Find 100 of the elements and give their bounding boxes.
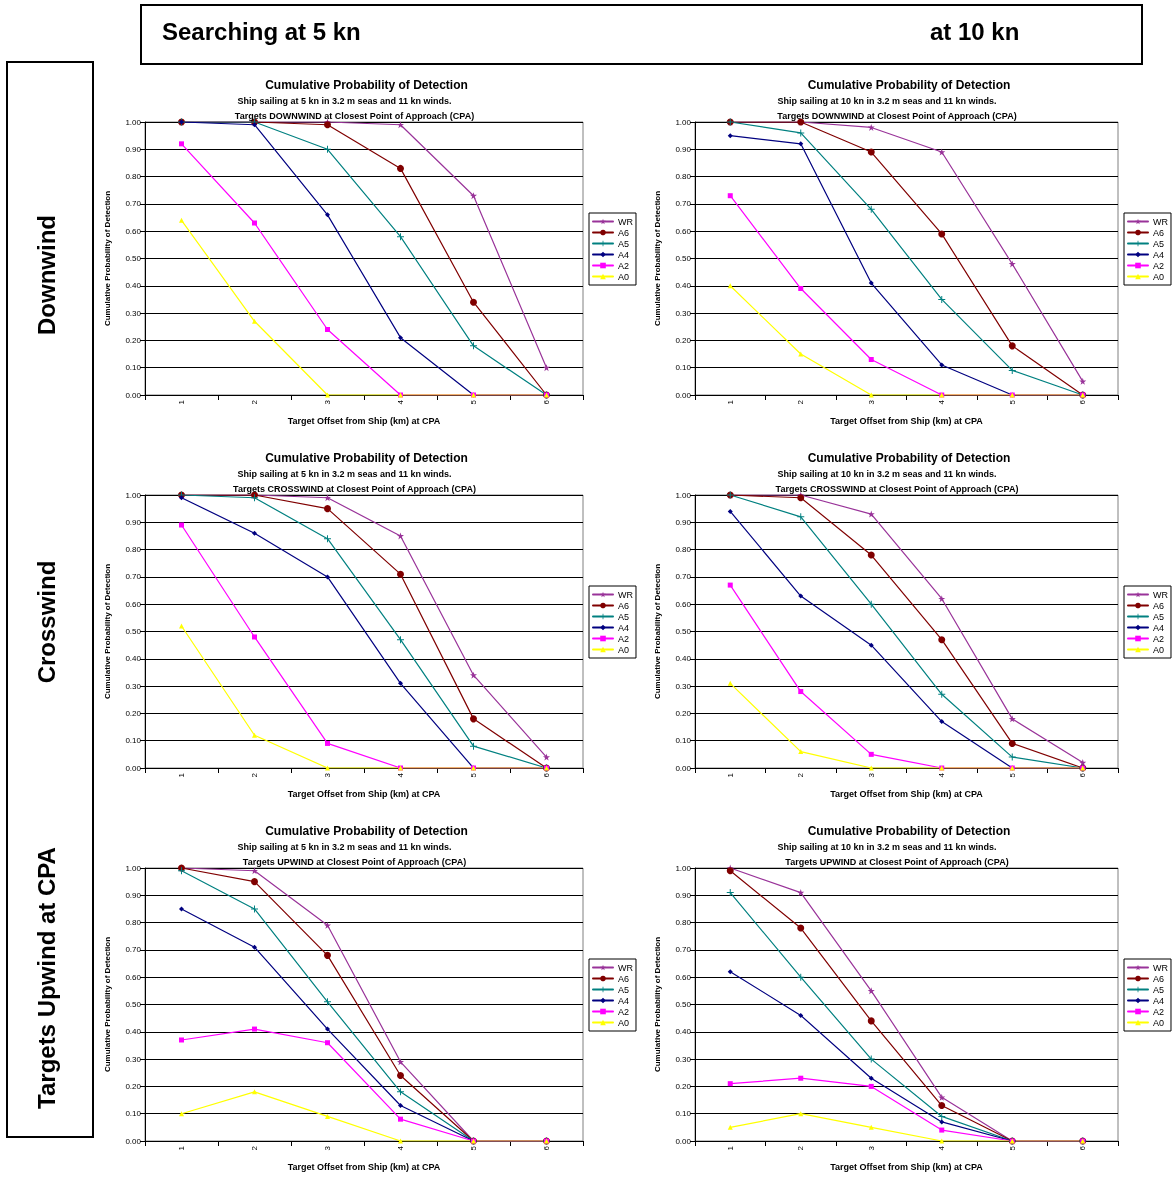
- y-axis-title: Cumulative Probability of Detection: [102, 936, 112, 1073]
- x-axis-title: Target Offset from Ship (km) at CPA: [830, 415, 984, 426]
- y-tick-label: 0.30: [675, 308, 692, 318]
- chart-subtitle: Ship sailing at 5 kn in 3.2 m seas and 11 kn winds.: [237, 95, 452, 106]
- legend-label: A4: [618, 249, 630, 260]
- x-tick-label: 1: [177, 1145, 186, 1151]
- y-axis-title: Cumulative Probability of Detection: [102, 190, 112, 327]
- legend-label: WR: [1153, 962, 1169, 973]
- chart-title: Cumulative Probability of Detection: [265, 451, 468, 465]
- y-axis-title: Cumulative Probability of Detection: [652, 936, 662, 1073]
- y-tick-label: 0.70: [125, 199, 142, 209]
- chart-subtitle: Ship sailing at 10 kn in 3.2 m seas and 11 kn winds.: [777, 841, 997, 852]
- x-tick-label: 3: [866, 1145, 876, 1151]
- legend-label: A6: [618, 600, 630, 611]
- y-tick-label: 0.30: [125, 1054, 142, 1064]
- y-tick-label: 0.80: [675, 545, 692, 555]
- x-tick-label: 4: [937, 1145, 947, 1151]
- legend-label: A6: [1153, 973, 1165, 984]
- chart-title: Cumulative Probability of Detection: [807, 78, 1011, 92]
- x-axis-title: Target Offset from Ship (km) at CPA: [287, 415, 441, 426]
- legend-label: A4: [618, 995, 630, 1006]
- y-tick-label: 0.60: [125, 972, 142, 982]
- legend-label: A6: [618, 973, 630, 984]
- y-tick-label: 0.10: [125, 1109, 142, 1119]
- y-tick-label: 0.80: [675, 172, 692, 182]
- x-tick-label: 3: [866, 399, 876, 405]
- text: Targets CROSSWIND at Closest Point of Approach (CPA): [775, 483, 1019, 494]
- y-tick-label: 0.00: [675, 1136, 692, 1146]
- legend-label: WR: [618, 589, 634, 600]
- y-tick-label: 0.60: [675, 599, 692, 609]
- legend-label: A0: [618, 644, 630, 655]
- text: Targets Upwind at CPA: [33, 847, 61, 1109]
- chart-subtitle: Ship sailing at 10 kn in 3.2 m seas and 11 kn winds.: [777, 468, 997, 479]
- x-tick-label: 1: [725, 772, 735, 778]
- text: Downwind: [33, 215, 61, 335]
- x-tick-label: 1: [725, 1145, 735, 1151]
- x-tick-label: 6: [542, 399, 551, 405]
- x-tick-label: 4: [396, 772, 405, 778]
- legend-label: A5: [618, 238, 630, 249]
- y-tick-label: 0.80: [125, 918, 142, 928]
- text: Targets DOWNWIND at Closest Point of Approach (CPA): [777, 110, 1017, 121]
- y-tick-label: 0.20: [675, 1081, 692, 1091]
- text: Targets CROSSWIND at Closest Point of Approach (CPA): [233, 483, 476, 494]
- y-tick-label: 0.10: [125, 363, 142, 373]
- text: Crosswind: [33, 560, 61, 684]
- x-axis-title: Target Offset from Ship (km) at CPA: [830, 1161, 984, 1172]
- x-tick-label: 6: [1078, 1145, 1088, 1151]
- legend-label: A5: [1153, 238, 1165, 249]
- x-tick-label: 4: [937, 399, 947, 405]
- y-tick-label: 0.50: [675, 254, 692, 263]
- y-tick-label: 0.70: [675, 572, 692, 582]
- y-tick-label: 0.90: [675, 517, 692, 527]
- x-tick-label: 6: [1078, 399, 1088, 405]
- x-axis-title: Target Offset from Ship (km) at CPA: [287, 788, 441, 799]
- y-tick-label: 1.00: [675, 863, 692, 873]
- y-tick-label: 0.20: [675, 335, 692, 345]
- y-tick-label: 0.30: [125, 308, 142, 318]
- legend-label: A4: [1153, 995, 1165, 1006]
- legend-label: A6: [618, 227, 630, 238]
- y-tick-label: 0.50: [125, 1000, 142, 1009]
- y-tick-label: 0.40: [675, 281, 692, 291]
- x-tick-label: 5: [469, 772, 478, 778]
- legend-label: A2: [618, 633, 630, 644]
- y-tick-label: 0.60: [125, 226, 142, 236]
- y-tick-label: 0.90: [125, 890, 142, 900]
- y-tick-label: 0.40: [675, 654, 692, 664]
- y-tick-label: 0.70: [125, 572, 142, 582]
- legend-label: WR: [618, 962, 634, 973]
- legend-label: A4: [618, 622, 630, 633]
- x-tick-label: 6: [542, 1145, 551, 1151]
- y-tick-label: 0.80: [675, 918, 692, 928]
- y-tick-label: 0.70: [125, 945, 142, 955]
- y-tick-label: 0.20: [125, 335, 142, 345]
- chart-title: Cumulative Probability of Detection: [265, 824, 468, 838]
- chart-subtitle: Ship sailing at 5 kn in 3.2 m seas and 11 kn winds.: [237, 468, 452, 479]
- legend-label: A5: [618, 984, 630, 995]
- y-tick-label: 0.60: [125, 599, 142, 609]
- chart-title: Cumulative Probability of Detection: [265, 78, 468, 92]
- text: Targets UPWIND at Closest Point of Approach (CPA): [242, 856, 467, 867]
- x-tick-label: 6: [1078, 772, 1088, 778]
- x-tick-label: 4: [396, 1145, 405, 1151]
- legend-label: A0: [618, 271, 630, 282]
- y-tick-label: 0.10: [675, 736, 692, 746]
- legend-label: A2: [1153, 633, 1165, 644]
- y-tick-label: 0.60: [675, 226, 692, 236]
- x-tick-label: 4: [396, 399, 405, 405]
- x-tick-label: 2: [250, 772, 259, 778]
- text: at 10 kn: [930, 18, 1020, 46]
- y-tick-label: 1.00: [675, 490, 692, 500]
- legend-label: A2: [1153, 1006, 1165, 1017]
- y-tick-label: 1.00: [675, 117, 692, 127]
- x-tick-label: 3: [323, 1145, 332, 1151]
- y-tick-label: 1.00: [125, 117, 142, 127]
- legend-label: WR: [1153, 216, 1169, 227]
- chart-subtitle: Ship sailing at 5 kn in 3.2 m seas and 11 kn winds.: [237, 841, 452, 852]
- text: Targets UPWIND at Closest Point of Approach (CPA): [785, 856, 1009, 867]
- legend-label: A4: [1153, 622, 1165, 633]
- x-tick-label: 1: [177, 772, 186, 778]
- legend-label: A5: [1153, 984, 1165, 995]
- y-axis-title: Cumulative Probability of Detection: [102, 563, 112, 700]
